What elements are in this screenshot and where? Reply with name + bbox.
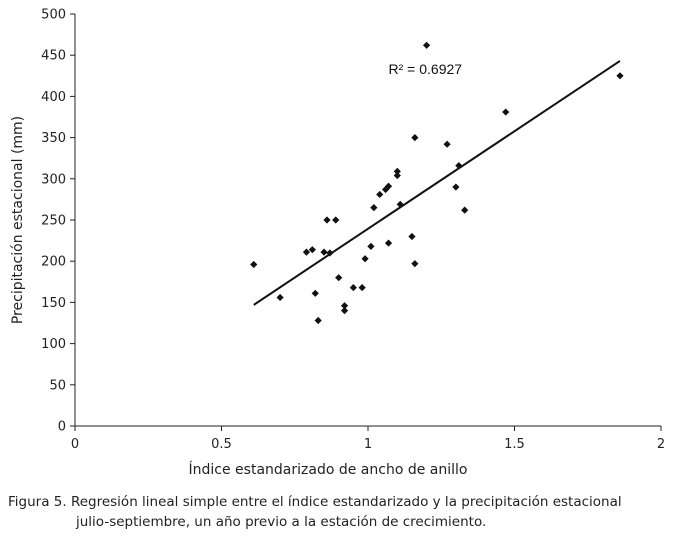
data-point — [393, 171, 401, 180]
data-point — [349, 283, 357, 292]
y-tick-label: 500 — [41, 8, 66, 23]
data-point — [340, 302, 349, 310]
data-point — [320, 248, 328, 256]
y-tick-label: 150 — [41, 296, 66, 311]
data-point — [314, 316, 322, 325]
y-tick-label: 50 — [49, 378, 66, 393]
data-point — [502, 108, 510, 116]
x-tick-label: 1 — [364, 437, 372, 452]
x-tick-label: 2 — [657, 437, 665, 452]
data-point — [276, 293, 284, 302]
data-point — [393, 167, 401, 175]
data-point — [358, 283, 366, 292]
x-axis-label: Índice estandarizado de ancho de anillo — [189, 461, 468, 478]
data-point — [367, 242, 375, 250]
data-point — [376, 190, 384, 199]
y-axis-label: Precipitación estacional (mm) — [10, 116, 26, 324]
data-point — [616, 72, 624, 80]
data-point — [340, 307, 349, 315]
data-point — [455, 162, 463, 170]
trendline-group — [253, 60, 621, 306]
y-tick-label: 350 — [41, 131, 66, 146]
y-tick-label: 100 — [41, 337, 66, 352]
data-point — [308, 246, 316, 254]
data-point — [411, 260, 419, 268]
data-point — [408, 232, 416, 241]
axes: 0 50 100 150 200 250 300 350 400 450 500 0 0.5 1 1.5 2 — [41, 8, 665, 453]
r-squared-annotation: R² = 0.6927 — [389, 61, 463, 77]
caption-line-1: Figura 5. Regresión lineal simple entre … — [8, 494, 622, 510]
data-point — [335, 274, 343, 282]
figure-caption: Figura 5. Regresión lineal simple entre … — [0, 492, 679, 532]
x-tick-label: 0 — [71, 437, 79, 452]
x-tick-label: 1.5 — [504, 437, 525, 452]
data-point — [323, 216, 331, 224]
y-tick-label: 400 — [41, 90, 66, 105]
data-point — [250, 260, 258, 269]
data-point — [443, 140, 451, 148]
data-point — [370, 204, 378, 212]
data-point — [384, 182, 393, 190]
data-point — [332, 216, 340, 224]
y-tick-label: 200 — [41, 255, 66, 270]
data-point — [423, 41, 431, 49]
data-point — [452, 183, 460, 191]
y-tick-label: 300 — [41, 172, 66, 187]
y-tick-label: 250 — [41, 214, 66, 229]
data-point — [411, 134, 419, 142]
y-tick-label: 0 — [58, 420, 66, 435]
data-point — [311, 289, 319, 297]
data-point — [461, 206, 469, 214]
data-point — [384, 239, 393, 247]
data-point — [381, 185, 390, 194]
data-point — [302, 248, 311, 256]
x-tick-label: 0.5 — [211, 437, 232, 452]
caption-line-2: julio-septiembre, un año previo a la est… — [76, 514, 487, 530]
y-tick-label: 450 — [41, 49, 66, 64]
trendline — [253, 60, 621, 306]
data-point — [361, 255, 369, 263]
